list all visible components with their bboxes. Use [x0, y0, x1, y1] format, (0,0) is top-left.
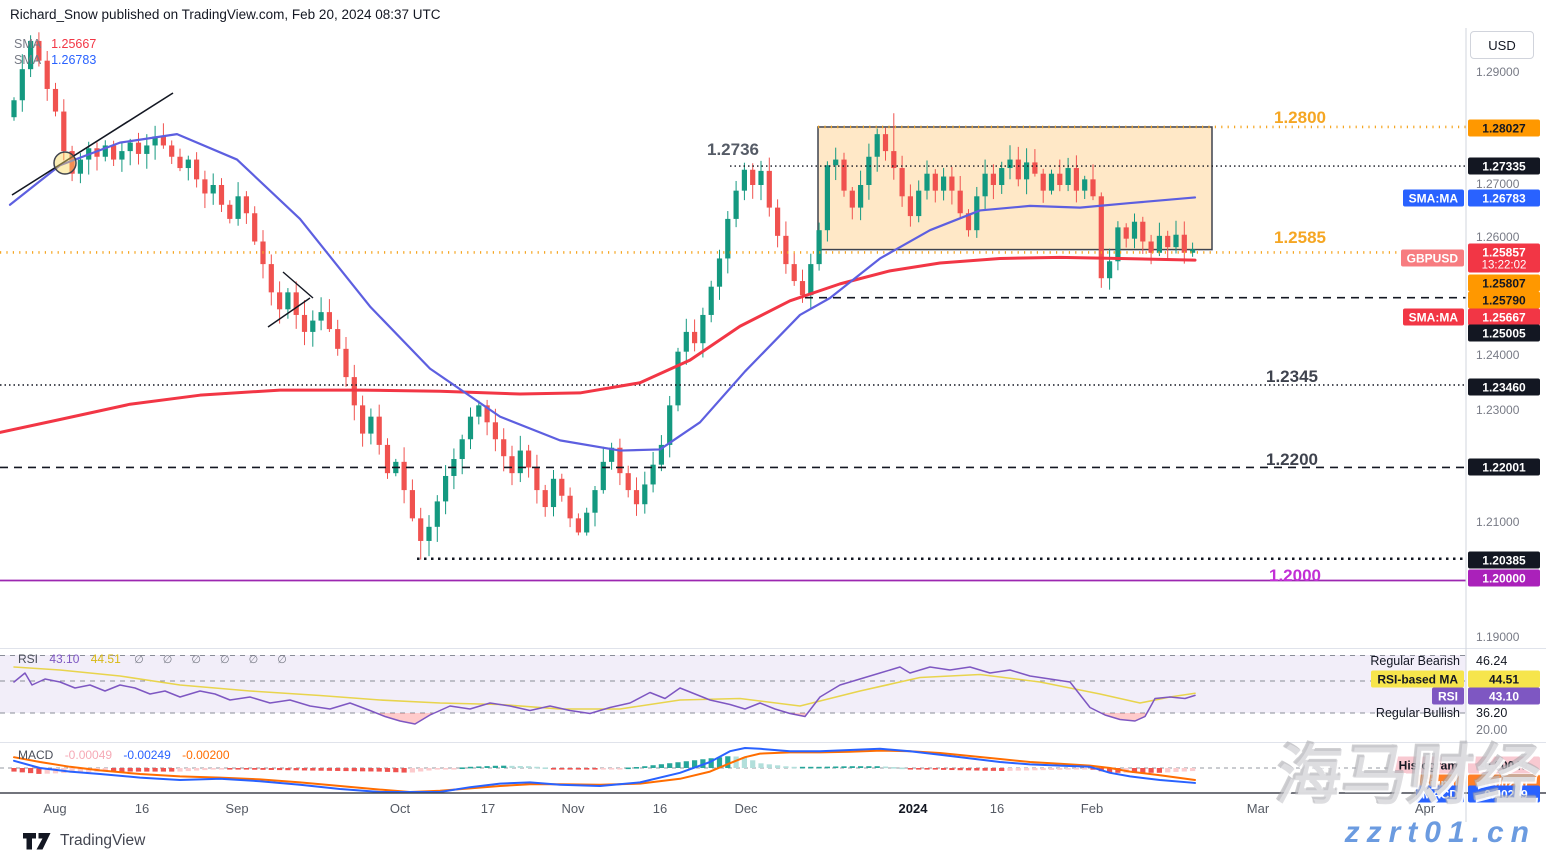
level-label: 1.2200: [1266, 450, 1318, 469]
indicator-name-badge: Histogram: [1392, 756, 1464, 774]
time-tick: Feb: [1080, 801, 1104, 816]
series-name-badge: GBPUSD: [1400, 249, 1464, 267]
sma2-label: SMA: [14, 53, 42, 67]
rsi-legend-row: RSI 43.10 44.51 ∅ ∅ ∅ ∅ ∅ ∅: [18, 652, 295, 666]
macd-label: MACD: [18, 748, 54, 762]
level-label: 1.2800: [1274, 108, 1326, 127]
price-scale-label: 1.23000: [1476, 403, 1520, 417]
indicator-value-badge: 43.10: [1468, 687, 1540, 705]
macd-signal-value: -0.00200: [182, 748, 230, 762]
price-badge-countdown: 13:22:02: [1481, 259, 1527, 271]
level-label: 1.2000: [1269, 566, 1321, 585]
macd-legend-row: MACD -0.00049 -0.00249 -0.00200: [18, 748, 230, 762]
tradingview-logo-icon: [23, 833, 51, 850]
watermark-url: zzrt01.cn: [1344, 816, 1536, 849]
tradingview-logo-text: TradingView: [60, 832, 146, 849]
price-badge: 1.25790: [1468, 291, 1540, 309]
price-badge: 1.28027: [1468, 119, 1540, 137]
price-badge: 1.26783: [1468, 189, 1540, 207]
price-badge: 1.22001: [1468, 458, 1540, 476]
price-scale-label: 1.26000: [1476, 230, 1520, 244]
price-scale-label: 1.29000: [1476, 65, 1520, 79]
watermark-cjk: 海马财经: [1272, 738, 1544, 812]
price-badge: 1.20000: [1468, 569, 1540, 587]
level-label: 1.2736: [707, 140, 759, 159]
indicator-name-label: Regular Bullish: [1375, 706, 1460, 720]
macd-hist-value: -0.00049: [64, 748, 113, 762]
price-scale-label: 1.24000: [1476, 348, 1520, 362]
price-badge: 1.25857 13:22:02: [1468, 243, 1540, 273]
price-badge: 1.25807: [1468, 274, 1540, 292]
price-badge: 1.23460: [1468, 378, 1540, 396]
rsi-ma-value: 44.51: [90, 652, 121, 666]
time-tick: 16: [134, 801, 150, 816]
price-scale-label: 1.21000: [1476, 515, 1520, 529]
indicator-name-label: Regular Bearish: [1370, 654, 1460, 668]
indicator-name-badge: RSI: [1431, 687, 1464, 705]
indicator-value-label: 46.24: [1476, 654, 1508, 668]
time-tick: Nov: [561, 801, 585, 816]
indicator-value-label: 20.00: [1476, 723, 1508, 737]
rsi-hidden-args-icons: ∅ ∅ ∅ ∅ ∅ ∅: [134, 654, 295, 666]
sma-legend-row-2: SMA 1.26783: [14, 53, 96, 67]
time-tick: Aug: [43, 801, 67, 816]
sma1-value: 1.25667: [51, 37, 97, 51]
sma2-value: 1.26783: [51, 53, 97, 67]
series-name-badge: SMA:MA: [1402, 189, 1464, 207]
price-scale-label: 1.27000: [1476, 177, 1520, 191]
time-tick: Apr: [1414, 801, 1436, 816]
time-tick: Mar: [1246, 801, 1270, 816]
price-badge: 1.25005: [1468, 324, 1540, 342]
price-axis[interactable]: 1.29000 1.27000 1.26000 1.24000 1.23000 1.210…: [1466, 28, 1546, 822]
time-tick: 16: [989, 801, 1005, 816]
indicator-value-badge: 44.51: [1468, 670, 1540, 688]
price-badge: 1.27335: [1468, 157, 1540, 175]
time-tick: Dec: [734, 801, 758, 816]
price-scale-label: 1.19000: [1476, 630, 1520, 644]
sma1-label: SMA: [14, 37, 42, 51]
level-label: 1.2345: [1266, 367, 1318, 386]
time-tick: 17: [480, 801, 496, 816]
level-label: 1.2585: [1274, 228, 1326, 247]
time-tick: 16: [652, 801, 668, 816]
macd-line-value: -0.00249: [123, 748, 171, 762]
price-badge: 1.20385: [1468, 551, 1540, 569]
indicator-name-badge: MACD: [1416, 785, 1464, 803]
indicator-value-badge: -0.00249: [1468, 785, 1540, 803]
time-tick: Oct: [389, 801, 411, 816]
sma-legend-row-1: SMA 1.25667: [14, 37, 96, 51]
tradingview-logo[interactable]: TradingView: [22, 830, 145, 852]
rsi-value: 43.10: [49, 652, 80, 666]
time-tick: 2024: [898, 801, 928, 816]
indicator-value-badge: -0.00049: [1468, 756, 1540, 774]
currency-toggle-button[interactable]: USD: [1470, 31, 1534, 59]
indicator-value-label: 36.20: [1476, 706, 1508, 720]
publish-attribution: Richard_Snow published on TradingView.co…: [10, 7, 441, 22]
time-tick: Sep: [225, 801, 249, 816]
series-name-badge: SMA:MA: [1402, 308, 1464, 326]
indicator-name-badge: RSI-based MA: [1371, 670, 1464, 688]
rsi-label: RSI: [18, 652, 39, 666]
price-badge: 1.25667: [1468, 308, 1540, 326]
